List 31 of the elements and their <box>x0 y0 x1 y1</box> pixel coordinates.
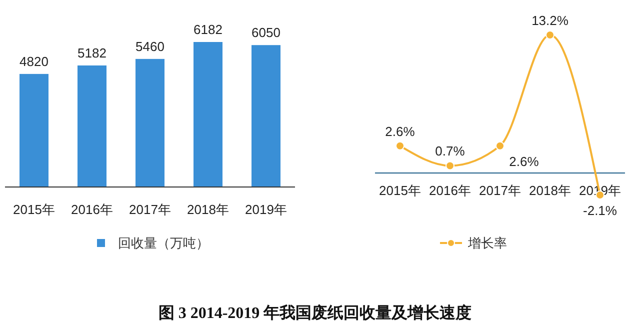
data-label: 5182 <box>78 45 106 60</box>
bar <box>136 58 164 187</box>
bar <box>252 45 280 187</box>
bar <box>20 74 48 187</box>
bar <box>78 65 106 187</box>
point <box>496 141 504 150</box>
data-label: 4820 <box>20 54 48 69</box>
x-tick-label: 2016年 <box>71 202 113 217</box>
x-tick-label: 2018年 <box>187 202 229 217</box>
data-label: 5460 <box>136 38 164 54</box>
bar <box>194 42 222 187</box>
x-tick-label: 2017年 <box>129 202 171 217</box>
data-label: 6182 <box>194 22 222 37</box>
legend-label: 回收量（万吨） <box>118 236 209 250</box>
x-tick-label: 2018年 <box>529 183 571 198</box>
text: 图 3 2014-2019 年我国废纸回收量及增长速度 <box>158 303 472 322</box>
data-label: 0.7% <box>435 144 466 159</box>
x-tick-label: 2016年 <box>429 183 471 198</box>
data-label: 2.6% <box>509 154 540 169</box>
data-label: -2.1% <box>583 203 618 218</box>
legend-label: 增长率 <box>467 236 507 250</box>
data-label: 6050 <box>252 25 280 40</box>
data-label: 13.2% <box>532 13 569 28</box>
point <box>446 161 454 170</box>
x-tick-label: 2019年 <box>245 202 287 217</box>
x-tick-label: 2017年 <box>479 183 521 198</box>
point <box>396 141 404 150</box>
x-tick-label: 2015年 <box>379 183 421 198</box>
point <box>546 30 554 40</box>
data-label: 2.6% <box>385 124 416 139</box>
x-tick-label: 2015年 <box>13 202 55 217</box>
